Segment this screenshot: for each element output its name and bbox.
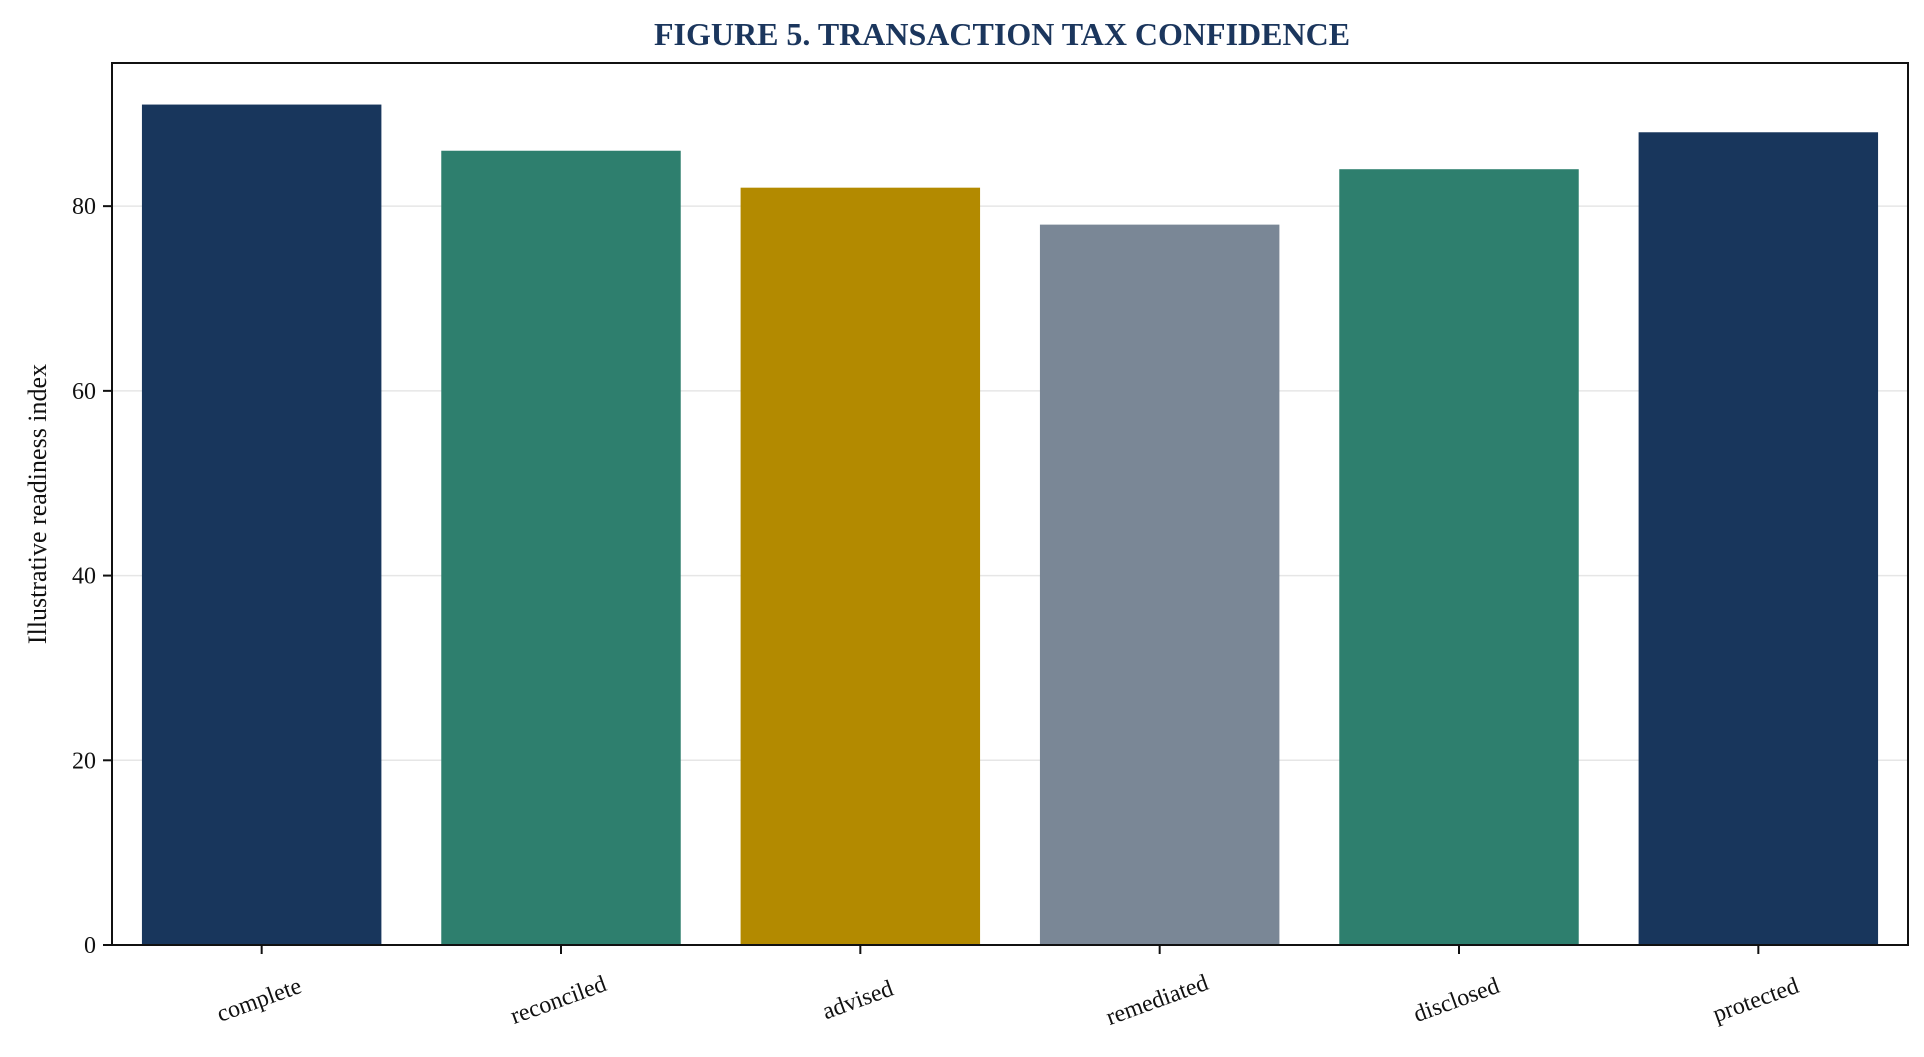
bar-protected	[1638, 132, 1879, 945]
bar-remediated	[1039, 224, 1280, 945]
y-axis-ticks: 0 20 40 60 80	[72, 194, 112, 959]
y-tick-label: 20	[72, 748, 96, 774]
bar-advised	[740, 187, 981, 945]
x-tick-label: disclosed	[1410, 973, 1503, 1028]
plot-frame	[111, 62, 1909, 946]
bar-disclosed	[1339, 169, 1579, 946]
y-tick-label: 40	[72, 564, 96, 590]
bar-reconciled	[441, 150, 681, 945]
x-axis-ticks: complete reconciled advised remediated discl…	[213, 945, 1802, 1031]
x-tick-label: complete	[213, 973, 305, 1028]
bar-complete	[141, 104, 382, 946]
x-tick-label: protected	[1710, 973, 1803, 1028]
y-tick-label: 80	[72, 194, 96, 220]
y-tick-label: 60	[72, 379, 96, 405]
y-tick-label: 0	[84, 933, 96, 959]
y-axis-label: Illustrative readiness index	[23, 364, 52, 644]
x-tick-label: advised	[819, 976, 897, 1026]
x-tick-label: reconciled	[507, 971, 610, 1030]
chart-title: FIGURE 5. TRANSACTION TAX CONFIDENCE	[654, 16, 1350, 52]
x-tick-label: remediated	[1103, 970, 1212, 1031]
bars	[141, 104, 1879, 946]
